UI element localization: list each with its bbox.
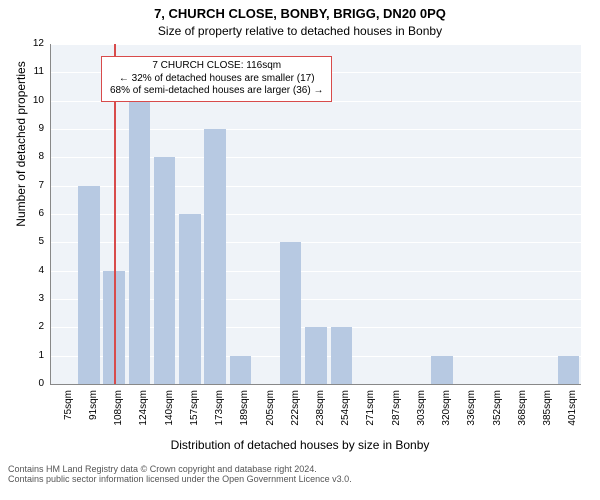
- x-tick-label: 157sqm: [189, 390, 200, 440]
- footer-attribution: Contains HM Land Registry data © Crown c…: [0, 464, 600, 485]
- bar: [280, 242, 301, 384]
- footer-line-2: Contains public sector information licen…: [8, 474, 600, 484]
- x-tick-label: 368sqm: [517, 390, 528, 440]
- x-tick-label: 75sqm: [63, 390, 74, 440]
- y-tick-label: 11: [22, 66, 44, 77]
- x-tick-label: 91sqm: [88, 390, 99, 440]
- y-tick-label: 3: [22, 293, 44, 304]
- bar: [331, 327, 352, 384]
- y-tick-label: 10: [22, 95, 44, 106]
- x-tick-label: 320sqm: [441, 390, 452, 440]
- x-tick-label: 140sqm: [164, 390, 175, 440]
- x-tick-label: 303sqm: [416, 390, 427, 440]
- y-tick-label: 6: [22, 208, 44, 219]
- bar: [129, 72, 150, 384]
- bar: [230, 356, 251, 384]
- bar: [431, 356, 452, 384]
- x-tick-label: 108sqm: [113, 390, 124, 440]
- gridline-h: [51, 44, 581, 45]
- x-tick-label: 124sqm: [138, 390, 149, 440]
- y-tick-label: 9: [22, 123, 44, 134]
- x-tick-label: 401sqm: [567, 390, 578, 440]
- bar: [78, 186, 99, 384]
- x-tick-label: 173sqm: [214, 390, 225, 440]
- plot-area: 7 CHURCH CLOSE: 116sqm← 32% of detached …: [50, 44, 581, 385]
- chart-subtitle: Size of property relative to detached ho…: [0, 24, 600, 38]
- x-tick-label: 222sqm: [290, 390, 301, 440]
- x-tick-label: 271sqm: [365, 390, 376, 440]
- footer-line-1: Contains HM Land Registry data © Crown c…: [8, 464, 600, 474]
- y-tick-label: 2: [22, 321, 44, 332]
- x-tick-label: 385sqm: [542, 390, 553, 440]
- info-box-line: 7 CHURCH CLOSE: 116sqm: [110, 60, 323, 73]
- bar: [558, 356, 579, 384]
- chart-title: 7, CHURCH CLOSE, BONBY, BRIGG, DN20 0PQ: [0, 6, 600, 21]
- bar: [204, 129, 225, 384]
- x-tick-label: 238sqm: [315, 390, 326, 440]
- y-tick-label: 7: [22, 180, 44, 191]
- x-tick-label: 189sqm: [239, 390, 250, 440]
- property-info-box: 7 CHURCH CLOSE: 116sqm← 32% of detached …: [101, 56, 332, 102]
- bar: [154, 157, 175, 384]
- x-tick-label: 205sqm: [265, 390, 276, 440]
- y-tick-label: 8: [22, 151, 44, 162]
- info-box-line: ← 32% of detached houses are smaller (17…: [110, 73, 323, 86]
- y-tick-label: 5: [22, 236, 44, 247]
- x-tick-label: 352sqm: [492, 390, 503, 440]
- info-box-line: 68% of semi-detached houses are larger (…: [110, 85, 323, 98]
- y-tick-label: 0: [22, 378, 44, 389]
- x-tick-label: 287sqm: [391, 390, 402, 440]
- y-tick-label: 4: [22, 265, 44, 276]
- x-axis-label: Distribution of detached houses by size …: [0, 438, 600, 452]
- chart-container: 7, CHURCH CLOSE, BONBY, BRIGG, DN20 0PQ …: [0, 0, 600, 500]
- y-tick-label: 12: [22, 38, 44, 49]
- x-tick-label: 336sqm: [466, 390, 477, 440]
- bar: [305, 327, 326, 384]
- y-tick-label: 1: [22, 350, 44, 361]
- bar: [179, 214, 200, 384]
- x-tick-label: 254sqm: [340, 390, 351, 440]
